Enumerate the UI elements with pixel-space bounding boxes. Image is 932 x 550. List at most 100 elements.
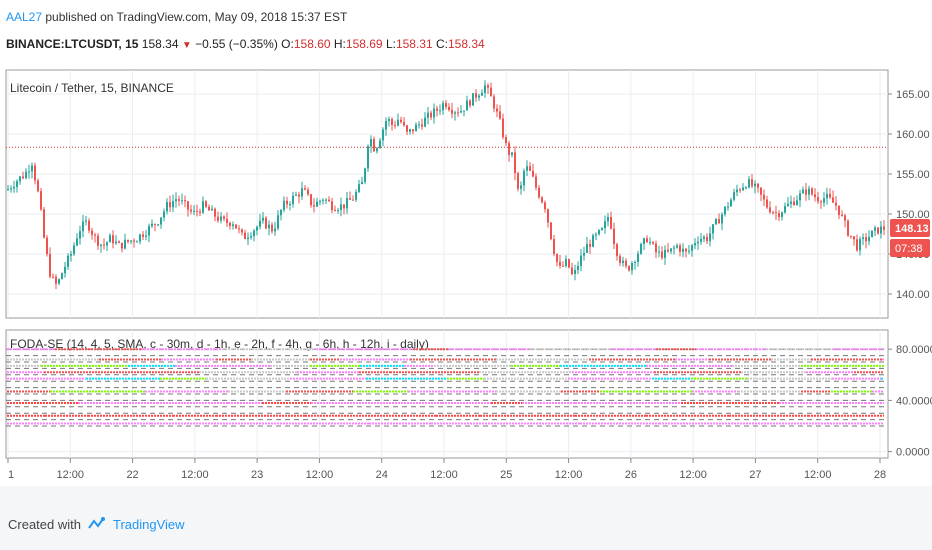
candle-body	[319, 200, 321, 202]
candle-body	[820, 201, 822, 203]
candle-body	[838, 205, 840, 215]
candle-body	[604, 221, 606, 229]
candle-body	[679, 245, 681, 252]
candle-body	[763, 194, 765, 200]
candle-body	[211, 208, 213, 211]
candle-body	[514, 152, 516, 174]
y-tick-label: 160.00	[896, 129, 930, 141]
candle-body	[379, 140, 381, 149]
candle-body	[418, 124, 420, 126]
candle-body	[811, 188, 813, 195]
candle-body	[238, 228, 240, 230]
candle-body	[880, 226, 882, 234]
high-value: 158.69	[345, 37, 383, 51]
candle-body	[856, 239, 858, 251]
candle-body	[412, 129, 414, 132]
candle-body	[436, 108, 438, 111]
candle-body	[400, 119, 402, 123]
candle-body	[13, 187, 15, 189]
last-price: 158.34	[141, 37, 179, 51]
footer-brand[interactable]: TradingView	[112, 516, 185, 532]
x-tick-label: 27	[749, 469, 761, 481]
candle-body	[454, 112, 456, 114]
candle-body	[868, 237, 870, 242]
author-link[interactable]: AAL27	[6, 10, 43, 24]
candle-body	[235, 224, 237, 229]
candle-body	[715, 219, 717, 225]
candle-body	[49, 254, 51, 277]
candle-body	[286, 200, 288, 205]
candle-body	[526, 166, 528, 171]
candle-body	[145, 235, 147, 237]
candle-body	[70, 254, 72, 256]
candle-body	[829, 193, 831, 198]
candle-body	[823, 198, 825, 203]
y-tick-label: 155.00	[896, 169, 930, 181]
candle-body	[421, 124, 423, 127]
candle-body	[265, 217, 267, 229]
candle-body	[559, 261, 561, 266]
candle-body	[760, 187, 762, 195]
price-chart[interactable]: 1 12:00 22 12:00 23 12:00 24 12:00 25 12:00 26 12:0…	[0, 0, 932, 486]
candle-body	[871, 230, 873, 238]
high-label: H:	[333, 37, 346, 51]
x-tick-label: 12:00	[555, 469, 583, 481]
candle-body	[583, 252, 585, 256]
main-pane-title: Litecoin / Tether, 15, BINANCE	[10, 81, 174, 95]
candle-body	[268, 224, 270, 229]
candle-body	[181, 200, 183, 202]
candle-body	[853, 236, 855, 240]
candle-body	[721, 214, 723, 224]
candle-body	[85, 220, 87, 222]
candle-body	[484, 85, 486, 93]
x-tick-label: 24	[376, 469, 388, 481]
osc-y-tick-label: 0.0000	[896, 447, 930, 459]
candle-body	[22, 176, 24, 179]
candle-body	[316, 201, 318, 207]
candle-body	[160, 217, 162, 225]
candle-body	[157, 224, 159, 226]
candle-body	[733, 192, 735, 200]
candle-body	[178, 199, 180, 201]
candle-body	[97, 235, 99, 246]
candle-body	[397, 119, 399, 126]
candle-body	[586, 244, 588, 253]
candle-body	[205, 201, 207, 207]
candle-body	[508, 143, 510, 156]
osc-y-tick-label: 40.0000	[896, 395, 932, 407]
candle-body	[19, 176, 21, 182]
candle-body	[424, 117, 426, 127]
candle-body	[148, 226, 150, 236]
candle-body	[7, 189, 9, 191]
candle-body	[814, 194, 816, 198]
candle-body	[538, 187, 540, 198]
candle-body	[103, 244, 105, 246]
candle-body	[595, 234, 597, 236]
candle-body	[100, 244, 102, 246]
candle-body	[700, 238, 702, 242]
main-pane-frame	[5, 69, 889, 319]
candle-body	[229, 222, 231, 226]
candle-body	[115, 241, 117, 244]
candle-body	[298, 194, 300, 197]
candle-body	[685, 248, 687, 252]
candle-body	[118, 241, 120, 243]
candle-body	[448, 106, 450, 110]
close-label: C:	[436, 37, 448, 51]
candle-body	[757, 183, 759, 188]
candle-body	[301, 188, 303, 197]
open-label: O:	[281, 37, 294, 51]
candle-body	[427, 112, 429, 118]
candle-body	[433, 108, 435, 118]
candle-body	[511, 152, 513, 156]
candle-body	[358, 184, 360, 192]
candle-body	[481, 92, 483, 96]
candle-body	[649, 242, 651, 244]
candle-body	[862, 237, 864, 240]
x-tick-label: 28	[874, 469, 886, 481]
candle-body	[67, 255, 69, 267]
price-badge-text: 148.13	[895, 223, 929, 235]
candle-body	[802, 189, 804, 194]
candle-body	[808, 188, 810, 195]
candle-body	[670, 248, 672, 252]
